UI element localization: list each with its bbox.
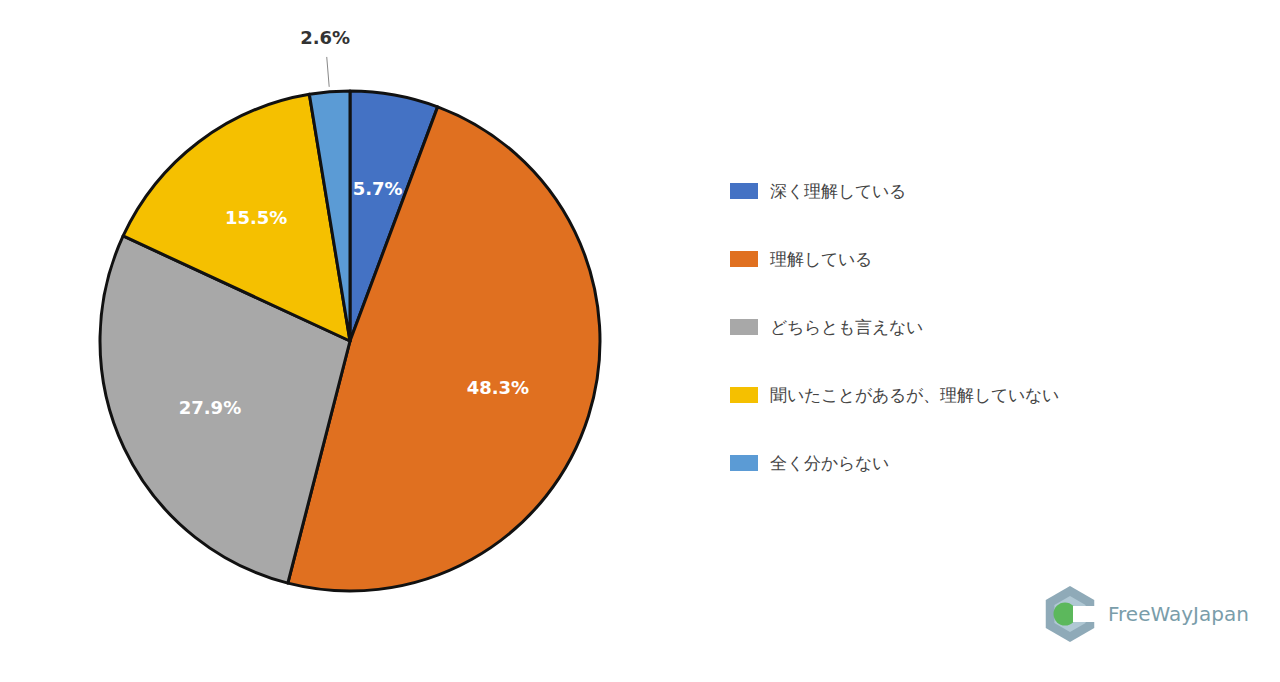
logo-gap — [1073, 606, 1098, 622]
data-label: 2.6% — [300, 27, 350, 48]
slice — [309, 91, 350, 341]
logo — [1046, 586, 1098, 642]
legend-label: どちらとも言えない — [770, 317, 923, 337]
data-labels: 5.7% 48.3% 27.9% 15.5% 2.6% — [179, 27, 529, 418]
annotation: FreeWayJapan — [1108, 602, 1249, 626]
legend-swatch — [730, 183, 758, 199]
legend: 深く理解している理解しているどちらとも言えない聞いたことがあるが、理解していない… — [730, 181, 1059, 473]
leader-line — [327, 57, 329, 87]
pie — [100, 91, 600, 591]
data-label: 48.3% — [467, 377, 529, 398]
legend-label: 聞いたことがあるが、理解していない — [770, 385, 1059, 405]
legend-swatch — [730, 455, 758, 471]
legend-label: 理解している — [770, 249, 872, 269]
data-label: 15.5% — [225, 207, 287, 228]
chart: 5.7% 48.3% 27.9% 15.5% 2.6% 深く理解している理解しているどちら… — [0, 0, 1280, 682]
legend-swatch — [730, 251, 758, 267]
legend-label: 深く理解している — [770, 181, 906, 201]
data-label: 5.7% — [353, 178, 403, 199]
legend-label: 全く分からない — [770, 453, 889, 473]
data-label: 27.9% — [179, 397, 241, 418]
legend-swatch — [730, 319, 758, 335]
legend-swatch — [730, 387, 758, 403]
